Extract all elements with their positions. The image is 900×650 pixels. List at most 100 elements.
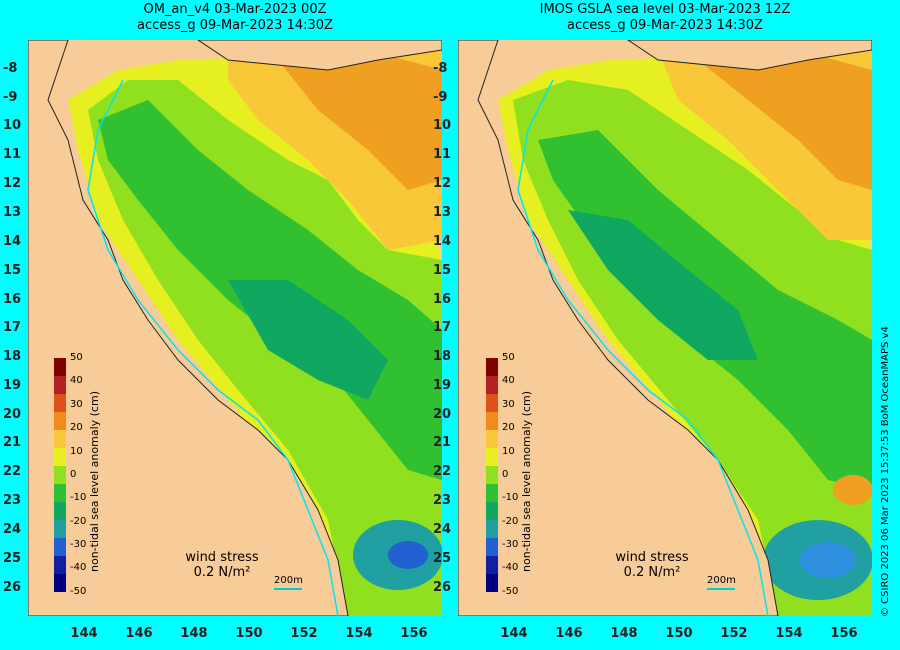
map-panel-left [28, 40, 442, 616]
y-tick: -9 [433, 90, 448, 105]
wind-legend-label: wind stress [615, 550, 689, 565]
y-tick: 23 [3, 493, 22, 508]
panel-left-title-line1: OM_an_v4 03-Mar-2023 00Z [143, 2, 327, 17]
eddy-high-east [833, 475, 872, 505]
colorbar-tick: 30 [70, 399, 83, 410]
y-tick: 20 [3, 407, 22, 422]
y-tick: 12 [433, 176, 452, 191]
colorbar-tick: -50 [502, 586, 519, 597]
land-new-guinea [627, 40, 872, 71]
wind-legend-value: 0.2 N/m² [623, 565, 681, 580]
colorbar-tick: 30 [502, 399, 515, 410]
x-tick: 146 [555, 626, 583, 641]
scale-line-right [707, 588, 735, 590]
colorbar-tick: -20 [502, 516, 519, 527]
colorbar-tick: -40 [70, 562, 87, 573]
y-tick: 17 [433, 320, 452, 335]
x-tick: 144 [500, 626, 528, 641]
x-tick: 156 [400, 626, 428, 641]
shelf-contour [517, 79, 769, 616]
eddy-core-southeast [388, 541, 428, 569]
colorbar-tick: -20 [70, 516, 87, 527]
y-tick: 24 [433, 522, 452, 537]
y-tick: 20 [433, 407, 452, 422]
colorbar-tick: 40 [502, 375, 515, 386]
y-tick: 15 [3, 263, 22, 278]
colorbar-tick: -10 [502, 492, 519, 503]
y-tick: 15 [433, 263, 452, 278]
ocean-strong-negative-anomaly [228, 280, 388, 400]
y-tick: 18 [433, 349, 452, 364]
y-tick: 25 [433, 551, 452, 566]
x-tick: 146 [125, 626, 153, 641]
panel-left-title: OM_an_v4 03-Mar-2023 00Z access_g 09-Mar… [70, 2, 400, 34]
shelf-contour [87, 79, 339, 616]
colorbar-left-title: non-tidal sea level anomaly (cm) [88, 391, 101, 572]
colorbar-tick: -40 [502, 562, 519, 573]
x-tick: 154 [345, 626, 373, 641]
wind-legend-value: 0.2 N/m² [193, 565, 251, 580]
colorbar-right-title: non-tidal sea level anomaly (cm) [520, 391, 533, 572]
credit-text: © CSIRO 2023 06 Mar 2023 15:37:53 BoM Oc… [880, 326, 891, 617]
y-tick: 22 [3, 464, 22, 479]
ocean-high-anomaly-north [278, 50, 442, 190]
ocean-high-anomaly-north [698, 50, 872, 190]
scale-label-left: 200m [274, 575, 303, 586]
panel-right-title-line1: IMOS GSLA sea level 03-Mar-2023 12Z [539, 2, 791, 17]
panel-right-title: IMOS GSLA sea level 03-Mar-2023 12Z acce… [500, 2, 830, 34]
colorbar-tick: 10 [70, 446, 83, 457]
map-panel-right [458, 40, 872, 616]
x-tick: 156 [830, 626, 858, 641]
colorbar-right-gradient [486, 358, 498, 592]
colorbar-left-gradient [54, 358, 66, 592]
y-tick: 19 [433, 378, 452, 393]
y-tick: -8 [3, 61, 18, 76]
land-mainland [28, 40, 349, 616]
y-tick: 14 [3, 234, 22, 249]
panel-left-title-line2: access_g 09-Mar-2023 14:30Z [137, 18, 333, 33]
colorbar-tick: 50 [502, 352, 515, 363]
y-tick: 12 [3, 176, 22, 191]
y-tick: 21 [433, 435, 452, 450]
y-tick: 23 [433, 493, 452, 508]
wind-legend-label: wind stress [185, 550, 259, 565]
y-tick: 17 [3, 320, 22, 335]
x-tick: 152 [290, 626, 318, 641]
y-tick: 22 [433, 464, 452, 479]
y-tick: 18 [3, 349, 22, 364]
colorbar-tick: 10 [502, 446, 515, 457]
scale-line-left [274, 588, 302, 590]
scale-label-right: 200m [707, 575, 736, 586]
y-tick: -8 [433, 61, 448, 76]
wind-legend-left: wind stress 0.2 N/m² [172, 550, 272, 580]
x-tick: 144 [70, 626, 98, 641]
colorbar-tick: 0 [502, 469, 509, 480]
y-tick: 26 [433, 580, 452, 595]
y-tick: 24 [3, 522, 22, 537]
x-tick: 150 [235, 626, 263, 641]
x-tick: 154 [775, 626, 803, 641]
wind-legend-right: wind stress 0.2 N/m² [602, 550, 702, 580]
colorbar-tick: -30 [70, 539, 87, 550]
x-tick: 152 [720, 626, 748, 641]
y-tick: 14 [433, 234, 452, 249]
y-tick: 19 [3, 378, 22, 393]
y-tick: 26 [3, 580, 22, 595]
eddy-core-southeast [800, 542, 856, 578]
ocean-strong-negative-anomaly [568, 210, 758, 360]
y-tick: 21 [3, 435, 22, 450]
map-left-svg [28, 40, 442, 616]
panel-right-title-line2: access_g 09-Mar-2023 14:30Z [567, 18, 763, 33]
y-tick: 11 [433, 147, 452, 162]
land-mainland [458, 40, 779, 616]
y-tick: 11 [3, 147, 22, 162]
y-tick: 16 [3, 292, 22, 307]
colorbar-tick: -30 [502, 539, 519, 550]
y-tick: -9 [3, 90, 18, 105]
colorbar-tick: -50 [70, 586, 87, 597]
x-tick: 148 [610, 626, 638, 641]
y-tick: 10 [3, 118, 22, 133]
colorbar-tick: -10 [70, 492, 87, 503]
y-tick: 16 [433, 292, 452, 307]
y-tick: 13 [3, 205, 22, 220]
